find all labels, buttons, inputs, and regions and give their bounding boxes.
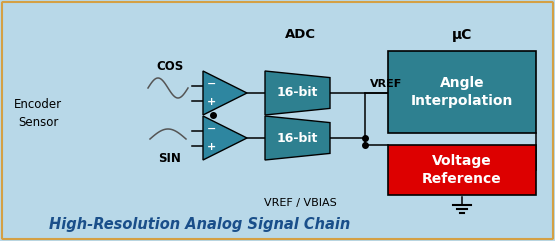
Text: VREF / VBIAS: VREF / VBIAS: [264, 198, 336, 208]
Text: +: +: [207, 142, 216, 152]
Text: −: −: [207, 124, 216, 134]
Polygon shape: [203, 116, 247, 160]
Text: Angle
Interpolation: Angle Interpolation: [411, 76, 513, 108]
Polygon shape: [265, 116, 330, 160]
Text: High-Resolution Analog Signal Chain: High-Resolution Analog Signal Chain: [49, 217, 351, 233]
FancyBboxPatch shape: [2, 2, 553, 239]
Text: COS: COS: [157, 60, 184, 74]
Text: μC: μC: [452, 28, 472, 42]
Polygon shape: [265, 71, 330, 115]
Text: ADC: ADC: [285, 28, 315, 41]
Bar: [388, 51, 536, 133]
Text: Voltage
Reference: Voltage Reference: [422, 154, 502, 186]
Polygon shape: [203, 71, 247, 115]
Text: Encoder
Sensor: Encoder Sensor: [14, 98, 62, 128]
Text: −: −: [207, 79, 216, 89]
Text: 16-bit: 16-bit: [277, 87, 318, 100]
Text: 16-bit: 16-bit: [277, 132, 318, 145]
Text: +: +: [207, 97, 216, 107]
Bar: [388, 145, 536, 195]
Text: VREF: VREF: [370, 79, 402, 89]
Text: SIN: SIN: [159, 152, 181, 165]
